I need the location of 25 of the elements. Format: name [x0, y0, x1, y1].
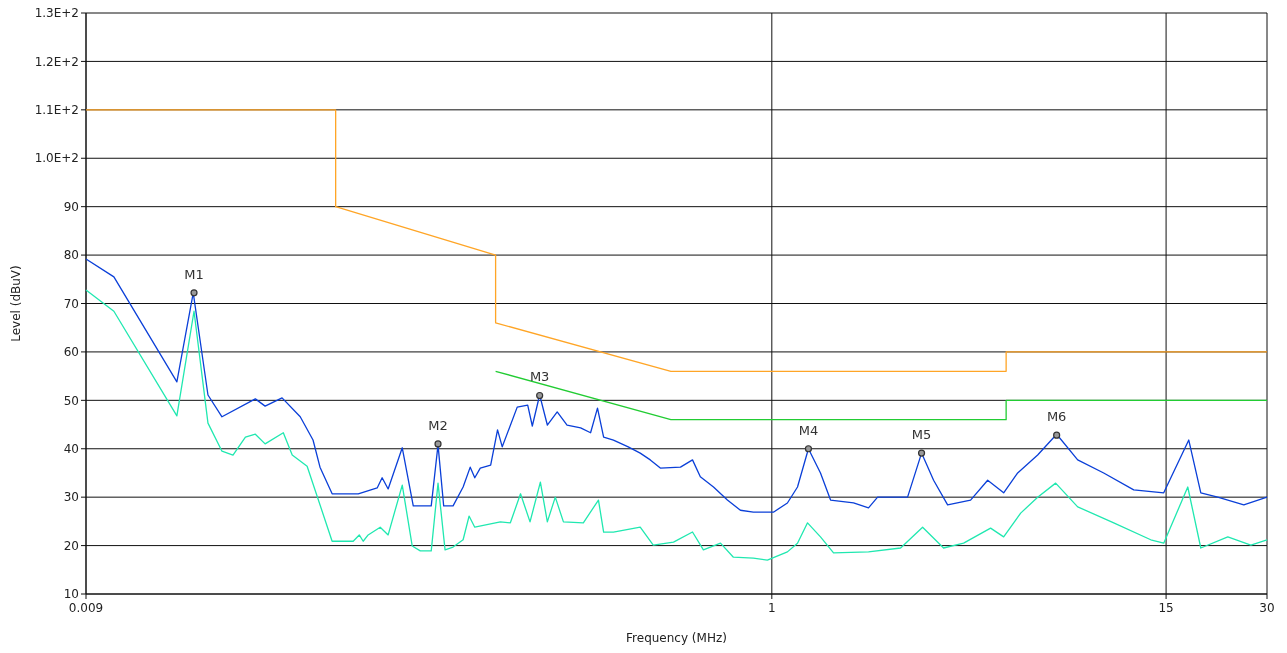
y-tick-label: 1.1E+2 — [34, 103, 79, 118]
y-tick-label: 1.3E+2 — [34, 6, 79, 21]
annotation: M1 — [184, 266, 204, 282]
y-tick-label: 80 — [63, 248, 79, 263]
x-tick-label: 1 — [767, 601, 776, 615]
annotation: M4 — [798, 422, 819, 438]
y-tick-label: 70 — [63, 296, 79, 311]
y-tick-label: 1.2E+2 — [34, 54, 79, 69]
y-axis-title: Level (dBuV) — [9, 265, 23, 342]
x-tick-label: 15 — [1158, 601, 1174, 615]
annotation: M6 — [1046, 409, 1067, 425]
x-axis-title: Frequency (MHz) — [626, 631, 727, 645]
y-tick-label: 40 — [63, 441, 79, 456]
y-tick-label: 10 — [63, 587, 79, 602]
y-tick-label: 30 — [63, 490, 79, 505]
x-tick-label: 0.009 — [68, 601, 104, 615]
y-tick-label: 90 — [63, 199, 79, 214]
y-tick-label: 50 — [63, 393, 79, 408]
y-tick-label: 1.0E+2 — [34, 151, 79, 166]
y-tick-label: 60 — [63, 345, 79, 360]
y-tick-label: 20 — [63, 538, 79, 553]
annotation: M3 — [529, 369, 550, 385]
annotation: M2 — [428, 417, 448, 433]
x-tick-label: 30 — [1259, 601, 1275, 615]
annotation: M5 — [911, 427, 932, 443]
